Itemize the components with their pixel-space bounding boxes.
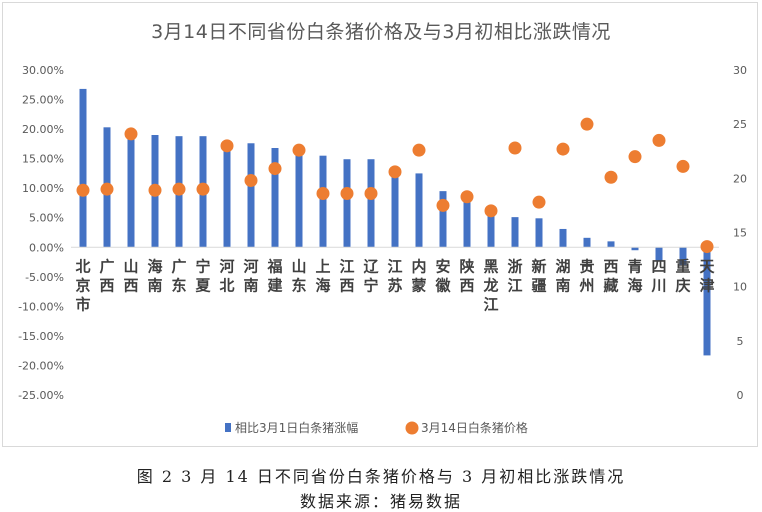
category-label: 黑龙江: [482, 257, 498, 313]
y-right-tick-label: 10: [733, 281, 747, 294]
y-right-tick-label: 30: [733, 64, 747, 77]
price-point: [389, 165, 402, 178]
bar: [416, 173, 423, 247]
category-label: 四川: [650, 257, 666, 294]
price-point: [653, 134, 666, 147]
category-label: 河南: [243, 257, 258, 294]
category-label: 安徽: [434, 257, 451, 294]
y-left-tick-label: 20.00%: [22, 123, 64, 136]
y-right-tick-label: 25: [733, 118, 747, 131]
category-label: 西藏: [603, 257, 618, 294]
legend-bar-marker: [225, 423, 231, 432]
category-label: 内蒙: [411, 257, 426, 294]
bar: [320, 156, 327, 248]
bar: [392, 172, 399, 248]
bar: [608, 241, 615, 247]
bar: [560, 229, 567, 247]
data-source: 数据来源：猪易数据: [0, 488, 762, 512]
y-left-tick-label: 0.00%: [29, 241, 64, 254]
y-left-tick-label: 25.00%: [22, 94, 64, 107]
category-label: 宁夏: [194, 257, 211, 294]
price-point: [437, 199, 450, 212]
bar: [80, 89, 87, 247]
price-point: [461, 190, 474, 203]
y-right-tick-label: 20: [733, 172, 747, 185]
bar: [536, 218, 543, 247]
price-point: [581, 118, 594, 131]
price-point: [509, 142, 522, 155]
price-point: [701, 240, 714, 253]
price-point: [365, 187, 378, 200]
legend-label-growth: 相比3月1日白条猪涨幅: [235, 420, 358, 435]
price-point: [101, 183, 114, 196]
y-left-tick-label: -20.00%: [18, 359, 64, 372]
category-label: 重庆: [675, 257, 690, 294]
category-label: 江西: [339, 257, 354, 294]
y-left-tick-label: 10.00%: [22, 182, 64, 195]
category-label: 山西: [123, 257, 138, 294]
price-point: [245, 174, 258, 187]
category-label: 湖南: [555, 257, 570, 294]
bar: [464, 198, 471, 247]
y-left-tick-label: -10.00%: [18, 300, 64, 313]
bar: [224, 142, 231, 247]
category-label: 浙江: [507, 257, 522, 294]
bar: [344, 159, 351, 247]
bar: [512, 217, 519, 247]
figure-caption: 图 2 3 月 14 日不同省份白条猪价格与 3 月初相比涨跌情况: [0, 463, 762, 487]
category-label: 江苏: [387, 257, 402, 294]
price-point: [557, 143, 570, 156]
category-label: 广西: [99, 257, 114, 294]
category-label: 新疆: [531, 257, 546, 294]
price-point: [677, 160, 690, 173]
category-label: 上海: [315, 257, 330, 294]
category-label: 河北: [219, 257, 234, 294]
bar: [128, 134, 135, 247]
y-right-tick-label: 15: [733, 227, 747, 240]
price-point: [77, 184, 90, 197]
legend-dot-marker: [406, 422, 419, 435]
category-label: 贵州: [578, 257, 594, 294]
price-point: [533, 196, 546, 209]
price-point: [485, 204, 498, 217]
category-label: 福建: [266, 257, 283, 294]
category-label: 海南: [147, 257, 162, 294]
category-label: 陕西: [459, 257, 474, 294]
category-label: 山东: [291, 257, 306, 294]
legend-label-price: 3月14日白条猪价格: [421, 420, 528, 435]
chart-plot: 30.00% 25.00% 20.00% 15.00% 10.00% 5.00% 0.00%…: [3, 3, 759, 448]
bar: [368, 159, 375, 247]
price-point: [173, 183, 186, 196]
category-label: 北京市: [75, 257, 90, 313]
price-point: [197, 183, 210, 196]
y-right-tick-label: 5: [737, 335, 744, 348]
price-point: [317, 187, 330, 200]
category-label: 广东: [171, 257, 186, 294]
category-label: 辽宁: [363, 257, 378, 294]
bar: [584, 238, 591, 247]
price-point: [605, 171, 618, 184]
price-point: [341, 187, 354, 200]
price-point: [293, 144, 306, 157]
y-left-tick-label: 30.00%: [22, 64, 64, 77]
y-left-tick-label: -25.00%: [18, 389, 64, 402]
price-point: [629, 150, 642, 163]
y-left-tick-label: 5.00%: [29, 212, 64, 225]
category-label: 天津: [699, 257, 715, 294]
price-point: [269, 162, 282, 175]
chart-frame: 3月14日不同省份白条猪价格及与3月初相比涨跌情况 30.00% 25.00% 20…: [2, 2, 758, 447]
price-point: [149, 184, 162, 197]
category-label: 青海: [627, 257, 642, 294]
price-point: [413, 144, 426, 157]
price-point: [221, 139, 234, 152]
price-point: [125, 127, 138, 140]
y-left-tick-label: -15.00%: [18, 330, 64, 343]
bar: [296, 151, 303, 247]
bar: [248, 143, 255, 247]
y-left-tick-label: -5.00%: [25, 271, 64, 284]
y-left-tick-label: 15.00%: [22, 153, 64, 166]
y-right-tick-label: 0: [737, 389, 744, 402]
